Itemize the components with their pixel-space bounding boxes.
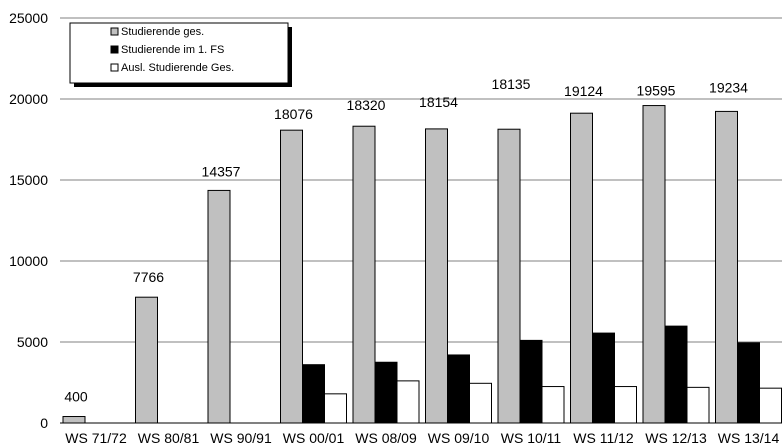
- bar-ausl-studierende: [396, 380, 420, 424]
- bar-studierende-ges: [280, 129, 303, 424]
- data-label: 18076: [274, 106, 313, 122]
- legend-label: Ausl. Studierende Ges.: [121, 62, 234, 74]
- bar-ausl-studierende: [324, 393, 347, 424]
- bar-studierende-ges: [497, 128, 521, 424]
- bar-studierende-1-fs: [519, 339, 543, 424]
- y-tick-label: 25000: [9, 10, 48, 26]
- legend-swatch: [110, 27, 119, 36]
- data-label: 7766: [133, 269, 164, 285]
- x-axis-tick-labels: WS 71/72 WS 80/81 WS 90/91 WS 00/01 WS 08/09…: [65, 430, 779, 446]
- bar-studierende-ges: [207, 189, 231, 424]
- bar-studierende-1-fs: [447, 354, 470, 424]
- x-tick-label: WS 09/10: [428, 430, 490, 446]
- bars: [62, 105, 782, 424]
- x-tick-label: WS 10/11: [501, 430, 562, 446]
- legend-swatch: [110, 63, 119, 72]
- bar-studierende-ges: [715, 110, 738, 424]
- data-label: 18154: [419, 94, 458, 110]
- legend-label: Studierende im 1. FS: [121, 44, 224, 56]
- x-tick-label: WS 12/13: [645, 430, 707, 446]
- data-label: 400: [64, 389, 88, 405]
- y-tick-label: 20000: [9, 91, 48, 107]
- y-tick-label: 0: [40, 415, 48, 431]
- bar-studierende-ges: [62, 416, 86, 424]
- x-tick-label: WS 13/14: [718, 430, 780, 446]
- x-tick-label: WS 00/01: [283, 430, 345, 446]
- data-label: 18135: [492, 76, 531, 92]
- data-label: 19124: [564, 83, 603, 99]
- bar-studierende-1-fs: [302, 364, 325, 424]
- legend-box: [69, 22, 289, 84]
- data-label: 19595: [637, 83, 676, 99]
- bar-studierende-1-fs: [592, 332, 615, 424]
- x-tick-label: WS 80/81: [138, 430, 200, 446]
- bar-studierende-ges: [642, 105, 666, 424]
- y-axis-tick-labels: 0 5000 10000 15000 20000 25000: [9, 10, 48, 431]
- bar-studierende-1-fs: [737, 342, 760, 424]
- bar-studierende-ges: [425, 128, 448, 424]
- bar-studierende-ges: [135, 296, 158, 424]
- bar-studierende-1-fs: [374, 361, 398, 424]
- y-tick-label: 5000: [17, 334, 48, 350]
- x-tick-label: WS 08/09: [355, 430, 417, 446]
- x-tick-label: WS 90/91: [210, 430, 272, 446]
- x-tick-label: WS 71/72: [65, 430, 127, 446]
- bar-ausl-studierende: [759, 387, 782, 424]
- y-tick-label: 10000: [9, 253, 48, 269]
- bar-studierende-ges: [570, 112, 593, 424]
- data-label: 19234: [709, 79, 748, 95]
- bar-ausl-studierende: [686, 386, 710, 424]
- data-labels: 400 7766 14357 18076 18320 18154 18135 19124 195…: [64, 76, 748, 404]
- bar-ausl-studierende: [541, 386, 565, 424]
- legend: Studierende ges. Studierende im 1. FS Ausl…: [69, 22, 292, 87]
- legend-label: Studierende ges.: [121, 26, 204, 38]
- bar-studierende-ges: [352, 125, 376, 424]
- y-tick-label: 15000: [9, 172, 48, 188]
- bar-studierende-1-fs: [664, 325, 688, 424]
- data-label: 18320: [347, 97, 386, 113]
- data-label: 14357: [202, 163, 241, 179]
- bar-ausl-studierende: [469, 382, 492, 424]
- x-tick-label: WS 11/12: [573, 430, 634, 446]
- bar-ausl-studierende: [614, 386, 637, 424]
- legend-swatch: [110, 45, 119, 54]
